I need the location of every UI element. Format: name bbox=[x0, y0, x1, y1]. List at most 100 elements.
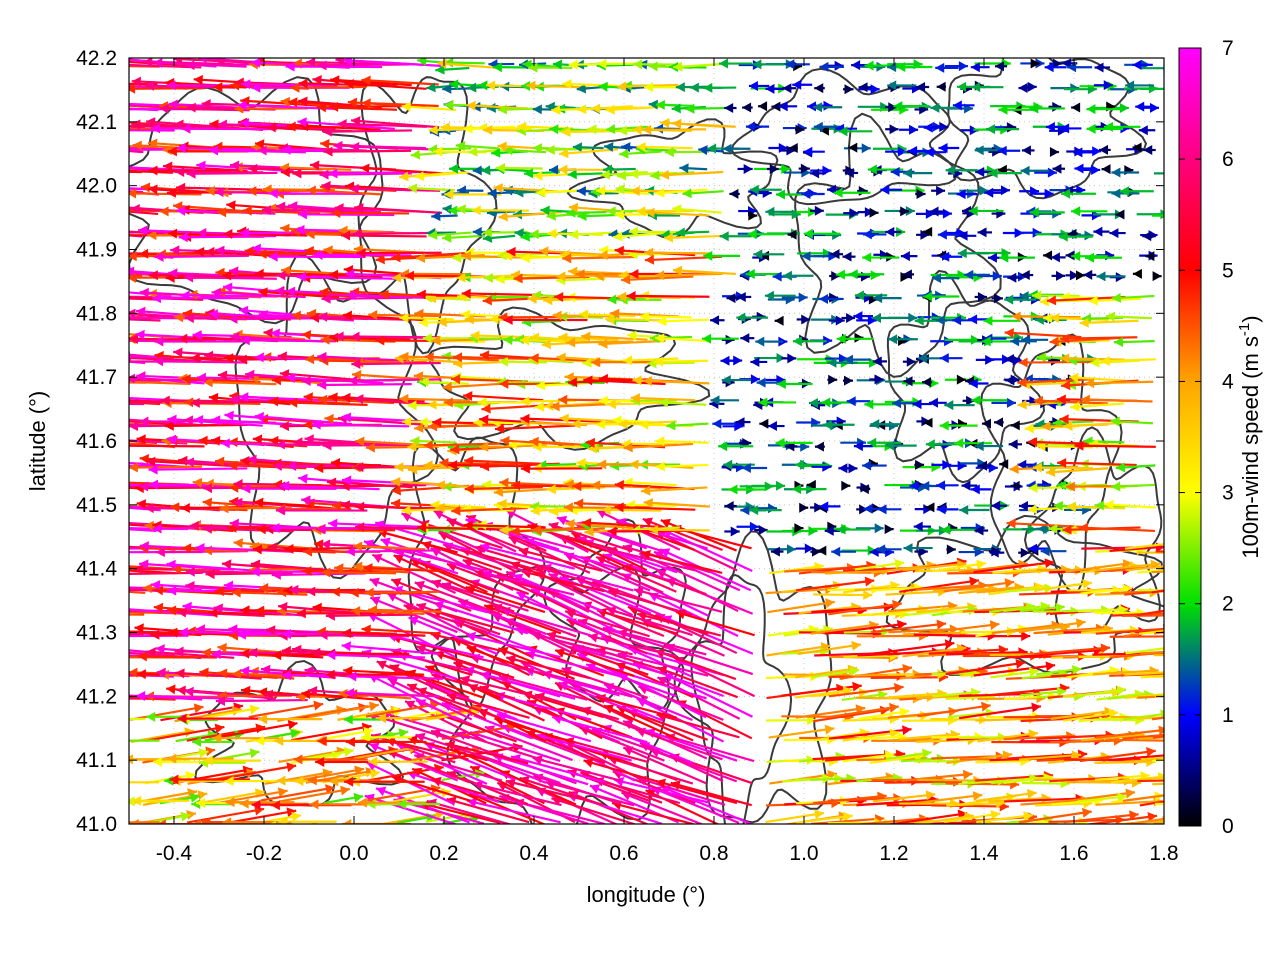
wind-vector-shaft bbox=[175, 671, 262, 680]
wind-vector-shaft bbox=[445, 742, 529, 765]
wind-vector bbox=[1137, 695, 1164, 699]
wind-vector-head bbox=[239, 798, 249, 809]
wind-vector-shaft bbox=[594, 778, 681, 805]
wind-vector-head bbox=[103, 415, 112, 425]
wind-vector-shaft bbox=[453, 661, 533, 697]
wind-vector bbox=[765, 809, 825, 824]
wind-vector-head bbox=[315, 756, 325, 767]
wind-vector-head bbox=[357, 797, 367, 808]
wind-vector-shaft bbox=[976, 814, 1033, 824]
wind-vector-shaft bbox=[1122, 776, 1164, 783]
wind-vector bbox=[343, 714, 383, 725]
wind-vector-head bbox=[387, 678, 399, 688]
wind-vector-head bbox=[129, 796, 135, 807]
wind-vector-head bbox=[186, 809, 196, 820]
wind-vector-head bbox=[258, 714, 268, 725]
wind-vector-head bbox=[59, 413, 68, 423]
wind-vector bbox=[976, 811, 1033, 824]
wind-vector bbox=[1063, 810, 1139, 824]
wind-vector-shaft bbox=[636, 776, 726, 806]
wind-vector bbox=[278, 816, 337, 824]
wind-vector-shaft bbox=[46, 462, 128, 468]
wind-vector-head bbox=[1165, 643, 1175, 653]
wind-vector-head bbox=[72, 332, 81, 342]
wind-vector-shaft bbox=[1121, 817, 1164, 824]
wind-vector-head bbox=[53, 332, 62, 342]
wind-vector-shaft bbox=[446, 693, 530, 719]
wind-vector-shaft bbox=[915, 793, 983, 805]
wind-vector-head bbox=[285, 820, 291, 824]
wind-vector-head bbox=[91, 605, 100, 615]
wind-vector-shaft bbox=[510, 755, 606, 784]
wind-vector bbox=[1018, 807, 1092, 824]
wind-vector-head bbox=[340, 785, 350, 796]
wind-vector-shaft bbox=[514, 800, 606, 824]
wind-vector-head bbox=[843, 811, 853, 822]
wind-vector-shaft bbox=[351, 361, 441, 366]
wind-vector bbox=[1137, 779, 1164, 783]
wind-vector-head bbox=[129, 819, 139, 824]
wind-vector-shaft bbox=[768, 727, 835, 739]
wind-vector-shaft bbox=[366, 786, 441, 802]
wind-vector-head bbox=[201, 817, 211, 824]
wind-vector-head bbox=[1117, 792, 1127, 803]
wind-vector bbox=[192, 736, 234, 747]
wind-vector-head bbox=[70, 579, 79, 589]
wind-vector-shaft bbox=[1079, 749, 1156, 763]
wind-vector-head bbox=[342, 818, 352, 824]
wind-vector bbox=[1139, 800, 1164, 807]
wind-vector-head bbox=[80, 395, 89, 405]
wind-vector-head bbox=[361, 732, 371, 743]
wind-vector-shaft bbox=[260, 786, 335, 802]
wind-vector-head bbox=[89, 523, 98, 533]
wind-vector bbox=[215, 695, 308, 706]
wind-vector-head bbox=[962, 769, 973, 780]
wind-vector-head bbox=[405, 700, 416, 710]
wind-vector-shaft bbox=[1137, 695, 1164, 699]
wind-vector-shaft bbox=[1094, 774, 1150, 781]
wind-vector-shaft bbox=[129, 672, 131, 676]
wind-vector-shaft bbox=[459, 676, 547, 701]
wind-vector-head bbox=[294, 776, 304, 787]
wind-vector bbox=[1020, 686, 1067, 697]
wind-vector-head bbox=[291, 811, 302, 822]
wind-vector bbox=[224, 776, 280, 787]
wind-vector-head bbox=[407, 683, 418, 693]
wind-vector bbox=[322, 726, 374, 741]
wind-vector-shaft bbox=[765, 811, 825, 824]
wind-vector-head bbox=[286, 807, 297, 818]
wind-vector bbox=[285, 820, 291, 824]
wind-vector-shaft bbox=[469, 731, 561, 762]
wind-vector-head bbox=[657, 676, 668, 686]
wind-vector bbox=[1152, 782, 1164, 786]
wind-vector-shaft bbox=[842, 717, 899, 722]
wind-vector-shaft bbox=[431, 673, 516, 700]
wind-vector-head bbox=[212, 733, 222, 744]
wind-vector-shaft bbox=[345, 549, 441, 553]
wind-vector-head bbox=[1077, 749, 1088, 760]
wind-vector-head bbox=[894, 683, 904, 693]
wind-vector-head bbox=[98, 666, 107, 676]
wind-vector-shaft bbox=[309, 703, 379, 719]
wind-vector-head bbox=[466, 645, 477, 655]
wind-vector-shaft bbox=[645, 729, 738, 762]
wind-vector-head bbox=[889, 702, 899, 713]
wind-vector-head bbox=[453, 661, 464, 671]
wind-vector-head bbox=[110, 647, 119, 657]
wind-vector-shaft bbox=[148, 467, 248, 471]
wind-vector bbox=[885, 748, 932, 761]
wind-vector-head bbox=[106, 547, 115, 557]
wind-vector-shaft bbox=[505, 779, 592, 803]
wind-vector-head bbox=[1165, 648, 1174, 658]
wind-vector bbox=[344, 688, 440, 699]
wind-vector-head bbox=[167, 753, 177, 764]
wind-vector-head bbox=[166, 684, 176, 695]
wind-vector-head bbox=[90, 540, 99, 550]
wind-vector-shaft bbox=[364, 794, 457, 824]
wind-vector-head bbox=[86, 542, 95, 552]
wind-vector-shaft bbox=[1018, 360, 1094, 364]
wind-vector-head bbox=[251, 799, 261, 810]
wind-vector-head bbox=[129, 754, 133, 765]
wind-vector-head bbox=[40, 607, 49, 617]
wind-vector bbox=[1095, 725, 1164, 739]
